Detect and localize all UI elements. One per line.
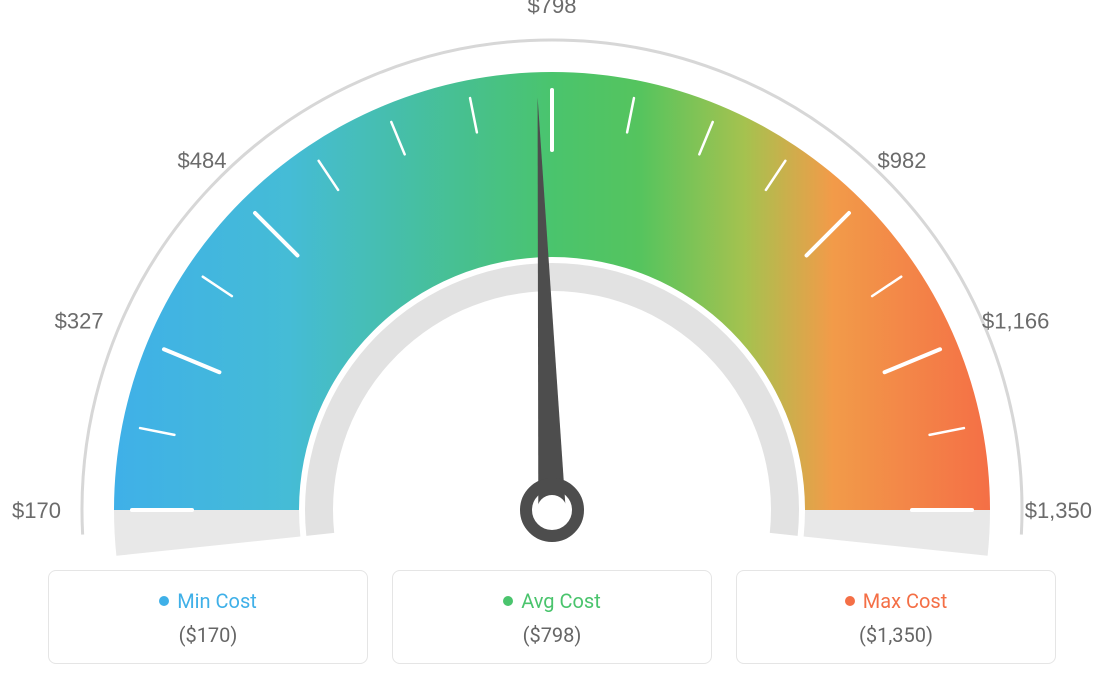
svg-text:$798: $798 bbox=[528, 0, 577, 18]
legend-dot-avg bbox=[503, 596, 513, 606]
legend-dot-max bbox=[845, 596, 855, 606]
legend-dot-min bbox=[159, 596, 169, 606]
svg-text:$982: $982 bbox=[878, 148, 927, 173]
legend-card-avg: Avg Cost ($798) bbox=[392, 570, 712, 664]
svg-text:$170: $170 bbox=[12, 498, 61, 523]
legend-label-max: Max Cost bbox=[863, 589, 948, 613]
legend-value-min: ($170) bbox=[59, 623, 357, 647]
gauge-chart: $170 $327 $484 $798 $982 $1,166 $1,350 bbox=[0, 0, 1104, 560]
legend-title-max: Max Cost bbox=[845, 589, 948, 613]
legend-value-avg: ($798) bbox=[403, 623, 701, 647]
svg-text:$1,166: $1,166 bbox=[982, 309, 1049, 334]
gauge-svg: $170 $327 $484 $798 $982 $1,166 $1,350 bbox=[0, 0, 1104, 560]
svg-text:$327: $327 bbox=[55, 309, 104, 334]
svg-text:$484: $484 bbox=[178, 148, 227, 173]
legend-card-min: Min Cost ($170) bbox=[48, 570, 368, 664]
legend-label-min: Min Cost bbox=[177, 589, 257, 613]
legend-title-avg: Avg Cost bbox=[503, 589, 601, 613]
svg-text:$1,350: $1,350 bbox=[1025, 498, 1092, 523]
legend-label-avg: Avg Cost bbox=[521, 589, 601, 613]
legend-row: Min Cost ($170) Avg Cost ($798) Max Cost… bbox=[0, 570, 1104, 664]
legend-title-min: Min Cost bbox=[159, 589, 257, 613]
legend-value-max: ($1,350) bbox=[747, 623, 1045, 647]
legend-card-max: Max Cost ($1,350) bbox=[736, 570, 1056, 664]
